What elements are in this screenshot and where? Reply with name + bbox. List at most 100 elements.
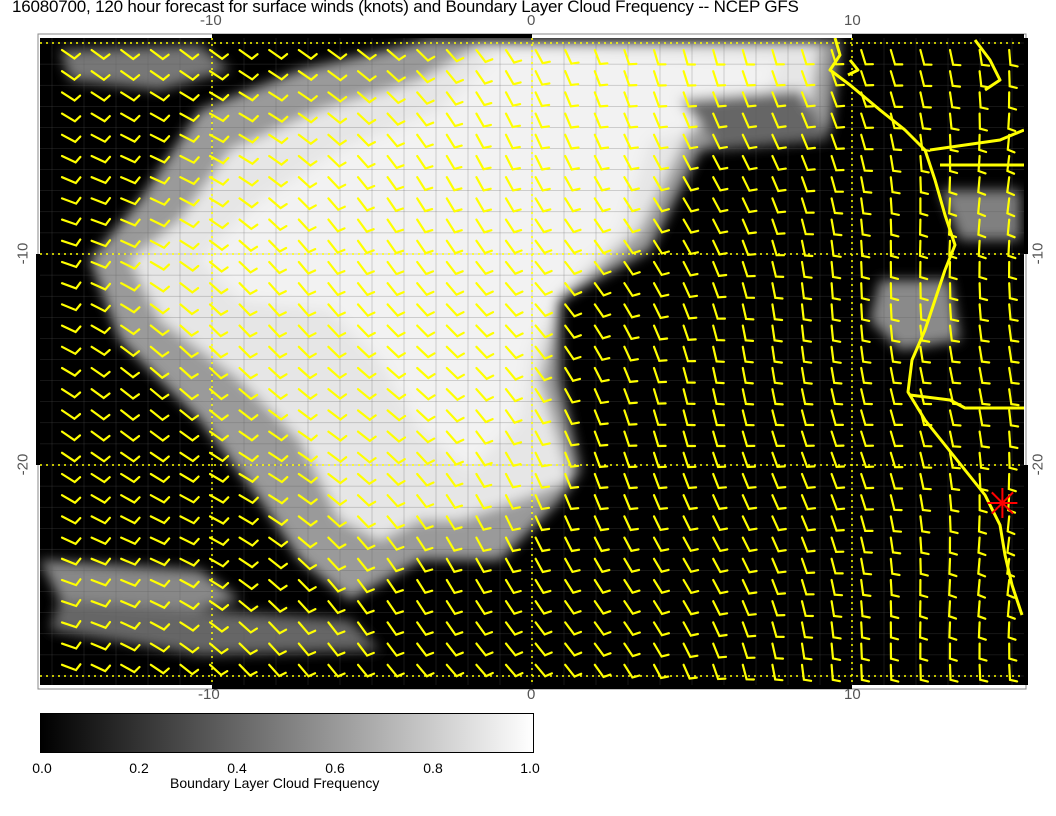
- wind-barb: [830, 260, 842, 280]
- wind-barb: [179, 642, 200, 654]
- wind-barb: [682, 515, 699, 532]
- wind-barb: [860, 366, 873, 385]
- wind-barb: [120, 133, 141, 143]
- wind-barb: [90, 217, 112, 227]
- wind-barb: [652, 154, 670, 171]
- wind-barb: [504, 260, 524, 276]
- wind-barb: [830, 133, 845, 151]
- wind-barb: [179, 91, 200, 102]
- wind-barb: [386, 48, 407, 62]
- wind-barb: [120, 218, 141, 227]
- wind-barb: [741, 239, 757, 256]
- wind-barb: [534, 578, 552, 595]
- wind-barb: [445, 345, 465, 359]
- wind-barb: [327, 48, 348, 61]
- wind-barb: [179, 430, 200, 442]
- wind-barb: [771, 91, 787, 108]
- wind-barb: [682, 345, 697, 363]
- wind-barb: [238, 557, 259, 569]
- wind-barb: [149, 91, 170, 102]
- wind-barb: [416, 91, 435, 106]
- wind-barb: [948, 642, 958, 662]
- wind-barb: [800, 70, 816, 87]
- wind-barb: [60, 345, 82, 356]
- wind-barb: [889, 451, 904, 469]
- wind-barb: [90, 303, 111, 313]
- wind-barb: [386, 239, 405, 255]
- wind-barb: [593, 472, 609, 490]
- wind-barb: [179, 451, 200, 463]
- wind-barb: [90, 366, 111, 378]
- wind-barb: [771, 218, 786, 235]
- wind-barb: [179, 176, 200, 186]
- wind-barb: [297, 578, 317, 593]
- wind-barb: [919, 430, 933, 448]
- wind-barb: [682, 282, 699, 299]
- wind-barb: [1006, 515, 1016, 536]
- wind-barb: [978, 133, 988, 154]
- wind-barb: [416, 154, 434, 170]
- wind-barb: [978, 345, 991, 364]
- wind-barb: [564, 642, 583, 657]
- wind-barb: [741, 451, 757, 469]
- wind-barb: [208, 451, 230, 463]
- wind-barb: [534, 430, 551, 447]
- wind-barb: [712, 578, 729, 595]
- wind-barb: [268, 366, 288, 380]
- wind-barb: [238, 536, 259, 547]
- wind-barb: [1007, 472, 1017, 493]
- wind-barb: [327, 472, 348, 485]
- wind-barb: [741, 218, 757, 235]
- wind-barb: [830, 600, 843, 618]
- wind-barb: [238, 366, 258, 380]
- wind-barb: [268, 536, 289, 548]
- wind-barb: [149, 282, 170, 293]
- wind-barb: [297, 176, 318, 189]
- wind-barb: [947, 600, 958, 620]
- wind-barb: [593, 324, 611, 340]
- wind-barb: [268, 409, 289, 421]
- wind-barb: [593, 345, 611, 362]
- wind-barb: [60, 303, 82, 312]
- wind-barb: [149, 600, 171, 610]
- wind-barb: [534, 536, 551, 553]
- wind-barb: [416, 303, 435, 317]
- wind-barb: [356, 260, 375, 276]
- wind-barb: [356, 112, 377, 126]
- wind-barb: [623, 70, 638, 87]
- wind-barb: [268, 154, 289, 166]
- wind-barb: [445, 472, 464, 488]
- wind-barb: [297, 303, 317, 318]
- wind-barb: [1007, 239, 1017, 260]
- wind-barb: [860, 48, 874, 66]
- wind-barb: [593, 642, 612, 658]
- wind-barb: [386, 197, 404, 213]
- wind-barb: [977, 600, 987, 620]
- wind-barb: [919, 536, 930, 556]
- wind-barb: [416, 451, 435, 466]
- wind-barb: [179, 494, 200, 504]
- wind-barbs: [60, 48, 1020, 683]
- wind-barb: [564, 345, 582, 361]
- wind-barb: [90, 642, 112, 651]
- wind-barb: [534, 218, 552, 234]
- wind-barb: [623, 557, 641, 573]
- wind-barb: [1008, 388, 1020, 407]
- wind-barb: [416, 578, 434, 594]
- wind-barb: [682, 366, 696, 384]
- wind-barb: [416, 494, 435, 509]
- wind-barb: [741, 536, 758, 553]
- wind-barb: [179, 366, 199, 380]
- wind-barb: [60, 91, 82, 102]
- wind-barb: [238, 133, 259, 144]
- wind-barb: [475, 176, 492, 192]
- wind-barb: [623, 48, 638, 66]
- wind-barb: [327, 388, 348, 400]
- wind-barb: [771, 48, 785, 66]
- wind-barb: [682, 472, 698, 490]
- wind-barb: [475, 578, 493, 595]
- wind-barb: [386, 451, 406, 465]
- wind-barb: [652, 663, 670, 680]
- wind-barb: [475, 345, 495, 359]
- wind-barb: [297, 621, 317, 636]
